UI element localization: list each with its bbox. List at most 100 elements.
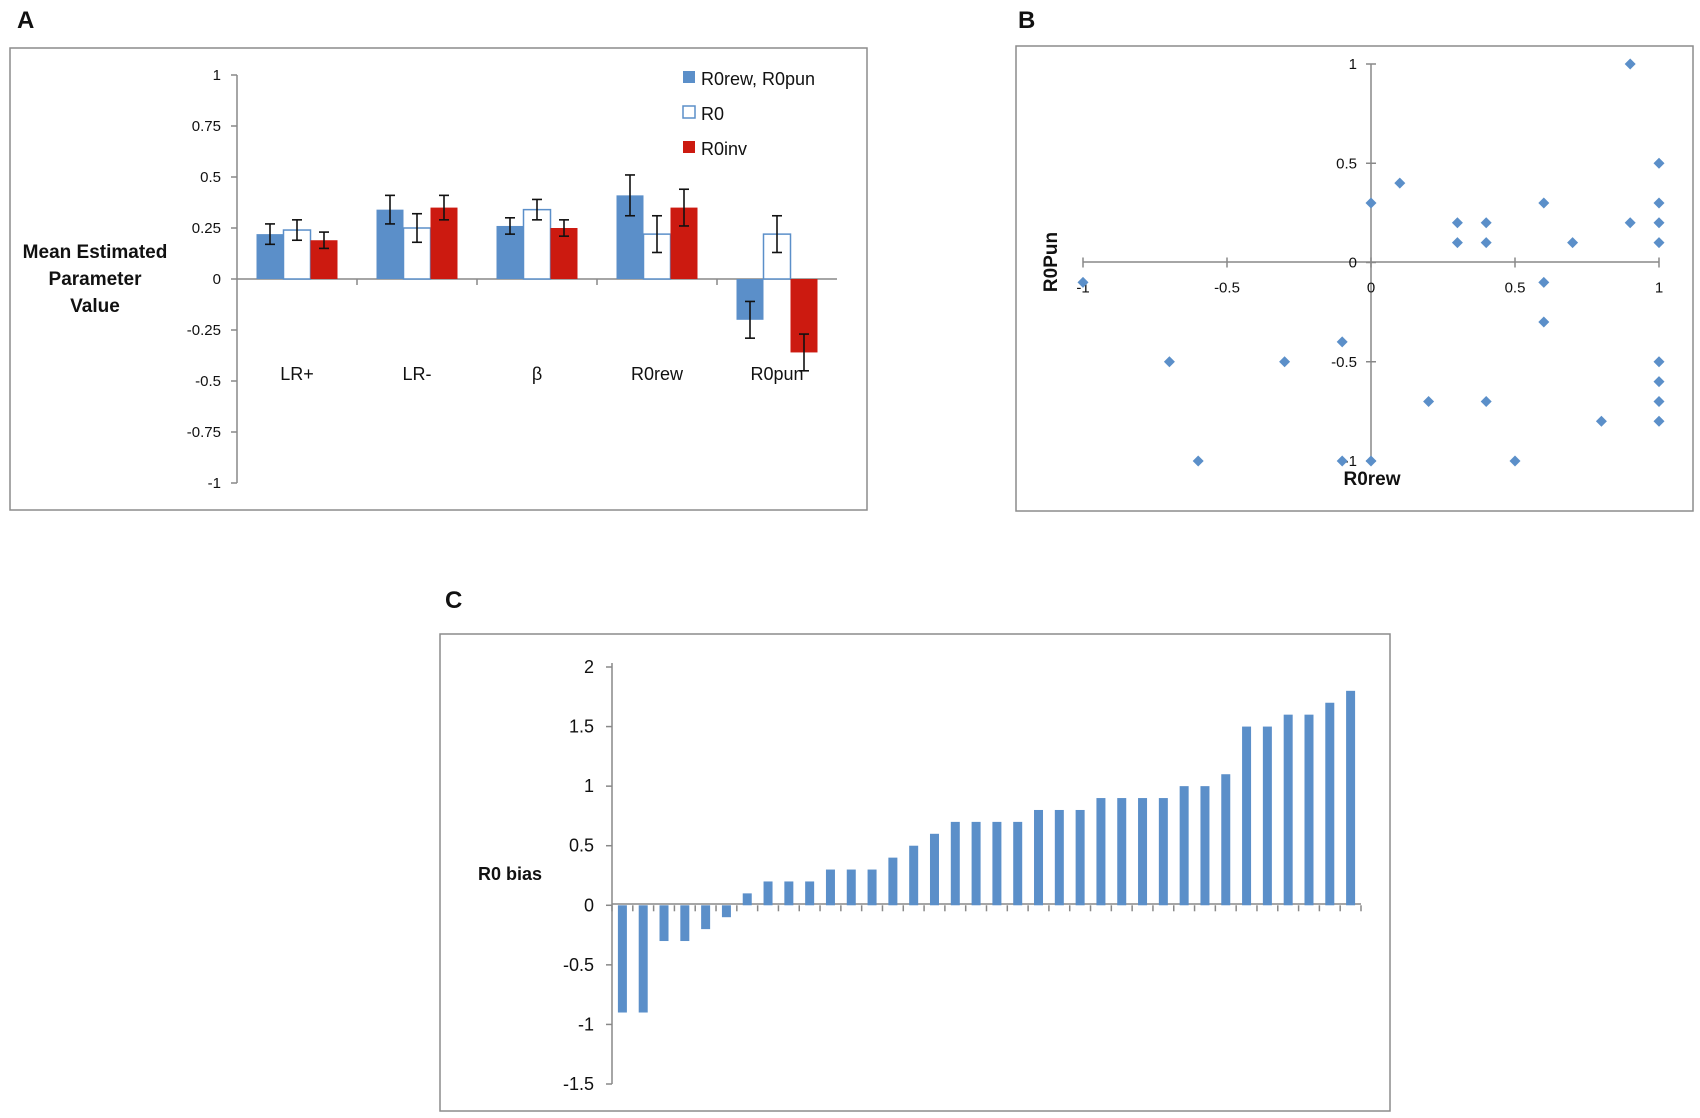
panel-c-bar [763,881,773,906]
panel-a-category-label: LR- [402,364,431,384]
panel-c-bar [929,833,939,906]
panel-b-point [1365,455,1377,467]
panel-a-ytick-label: -0.5 [195,373,221,390]
panel-b-point [1480,395,1492,407]
panel-b-point [1653,356,1665,368]
panel-letter-b: B [1018,7,1035,34]
panel-c-bar [784,881,794,906]
panel-c-bar [825,869,835,906]
panel-c-bars [611,690,1362,1013]
panel-b-point [1192,455,1204,467]
panel-b-point [1653,415,1665,427]
panel-b-point [1653,157,1665,169]
panel-b-point [1538,197,1550,209]
legend-label-r0: R0 [701,104,724,124]
panel-b-point [1365,197,1377,209]
panel-b-point [1480,237,1492,249]
panel-c-bar [701,905,711,930]
panel-c-bar [1179,786,1189,906]
panel-b-point [1336,336,1348,348]
panel-a-ytick-label: 0.5 [200,169,221,186]
panel-c-bar [992,821,1002,906]
legend-swatch-white [682,105,696,119]
panel-c-bar [1242,726,1252,906]
panel-c-ytick-label: -0.5 [563,955,594,975]
panel-c-bar [1325,702,1335,906]
panel-c-bar [1283,714,1293,906]
panel-b-point [1595,415,1607,427]
panel-b-xtick-label: 1 [1655,280,1663,297]
panel-b-point [1509,455,1521,467]
panel-a-bar [522,208,552,280]
panel-b-xtick-label: 0 [1367,280,1375,297]
panel-c-ytick-label: 2 [584,657,594,677]
panel-c-bar [846,869,856,906]
panel-b-point [1451,237,1463,249]
panel-c-bar [1013,821,1023,906]
panel-b-point [1077,276,1089,288]
panel-b-point [1480,217,1492,229]
panel-b-ticks: -1 -0.5 0 0.5 110.50-0.5-1 [1076,56,1663,470]
panel-b-xlabel: R0rew [1343,469,1400,490]
panel-c-y-ticks: 2 1.5 1 0.5 0 -0.5 -1 -1.5 [563,657,612,1094]
legend-swatch-blue [683,71,695,83]
panel-c: C R0 bias 2 1.5 1 0.5 0 -0.5 -1 -1.5 [439,587,1391,1112]
legend-label-r0rew-r0pun: R0rew, R0pun [701,69,815,89]
panel-a-ytick-label: 1 [213,67,221,84]
panel-a: A Mean Estimated Parameter Value 1 0.75 0.… [9,7,868,511]
panel-a-category-label: R0rew [631,364,684,384]
panel-b-point [1336,455,1348,467]
panel-b-point [1653,237,1665,249]
panel-c-bar [680,905,690,942]
panel-c-bar [909,845,919,906]
panel-b-point [1567,237,1579,249]
panel-letter-c: C [445,587,462,614]
panel-c-bar [950,821,960,906]
panel-c-ytick-label: 0 [584,895,594,915]
panel-a-ytick-label: -0.25 [187,322,221,339]
panel-b-point [1279,356,1291,368]
panel-a-ytick-label: 0.75 [192,118,221,135]
panel-c-bar [1117,798,1127,906]
panel-c-bar [1075,809,1085,906]
panel-b-xtick-label: -0.5 [1214,280,1240,297]
panel-c-bar [1034,809,1044,906]
panel-a-bars [256,174,818,372]
panel-a-ytick-label: 0.25 [192,220,221,237]
panel-b-point [1451,217,1463,229]
panel-c-bar [867,869,877,906]
panel-c-bar [1221,774,1231,906]
panel-c-bar [1138,798,1148,906]
panel-c-ytick-label: 1 [584,776,594,796]
panel-a-ylabel-line-3: Value [70,296,120,317]
panel-a-ylabel-line-1: Mean Estimated [23,242,168,263]
panel-b-ytick-label: 1 [1349,56,1357,73]
panel-b-point [1653,197,1665,209]
panel-c-ytick-label: 1.5 [569,717,594,737]
panel-c-bar [1054,809,1064,906]
legend-label-r0inv: R0inv [701,139,747,159]
panel-c-ytick-label: 0.5 [569,836,594,856]
panel-a-ylabel-line-2: Parameter [49,269,143,290]
panel-a-category-label: β [532,364,542,384]
panel-a-y-ticks: 1 0.75 0.5 0.25 0 -0.25 -0.5 -0.75 -1 [187,67,237,492]
panel-c-bar [805,881,815,906]
panel-b-ytick-label: 0 [1349,255,1357,272]
panel-b-xtick-label: 0.5 [1505,280,1526,297]
panel-b-point [1394,177,1406,189]
panel-a-ytick-label: -0.75 [187,424,221,441]
panel-b-ytick-label: 0.5 [1336,155,1357,172]
panel-b-point [1423,395,1435,407]
panel-b-points [1077,58,1665,467]
panel-b-ytick-label: -1 [1344,453,1357,470]
panel-letter-a: A [17,7,34,34]
panel-a-category-label: R0pun [750,364,803,384]
panel-b-point [1653,376,1665,388]
panel-a-ylabel: Mean Estimated Parameter Value [23,242,168,317]
panel-c-bar [1096,798,1106,906]
panel-c-bar [617,905,627,1013]
panel-b-point [1163,356,1175,368]
panel-b: B -1 -0.5 0 0.5 110.50-0.5-1 R0rew R0Pun [1015,7,1694,512]
panel-c-bar [1262,726,1272,906]
